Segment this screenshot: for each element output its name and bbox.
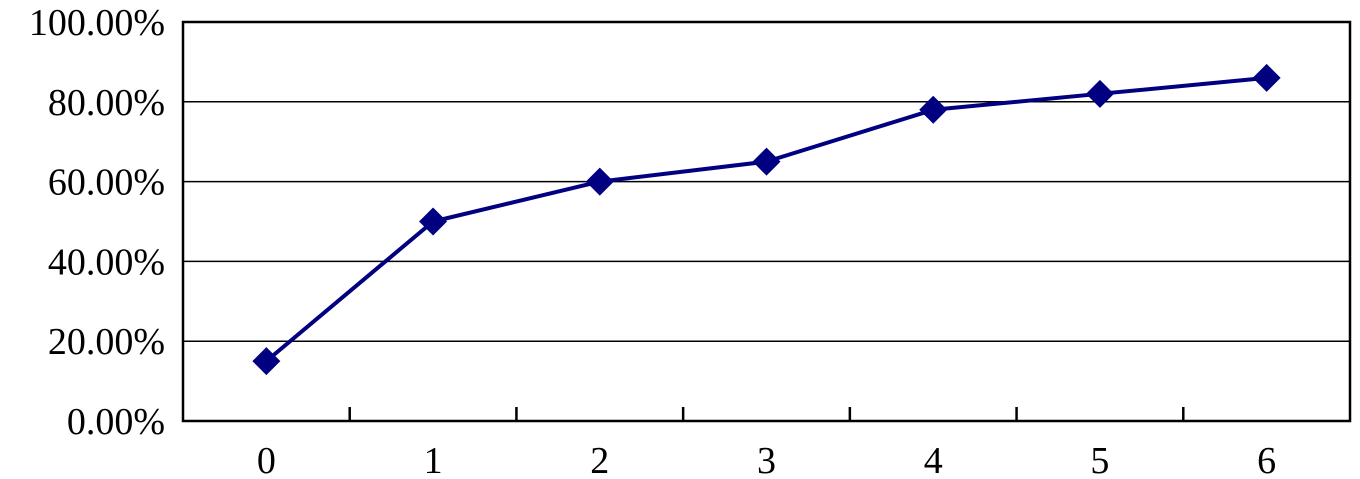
y-tick-label: 20.00% xyxy=(48,321,165,363)
x-tick-label: 3 xyxy=(757,440,776,479)
grid-lines xyxy=(183,101,1350,342)
data-point-marker xyxy=(1085,79,1114,108)
x-axis-tick-labels: 0 1 2 3 4 5 6 xyxy=(257,440,1276,479)
data-point-marker xyxy=(919,95,948,124)
series-markers xyxy=(252,63,1281,376)
data-point-marker xyxy=(752,147,781,176)
data-point-marker xyxy=(419,207,448,236)
x-tick-label: 4 xyxy=(924,440,943,479)
y-tick-label: 100.00% xyxy=(29,2,165,44)
x-tick-label: 1 xyxy=(424,440,443,479)
series-line xyxy=(265,75,1267,363)
x-tick-label: 2 xyxy=(590,440,609,479)
data-point-marker xyxy=(252,347,281,376)
y-tick-label: 40.00% xyxy=(48,241,165,283)
data-point-marker xyxy=(1252,63,1281,92)
plot-frame xyxy=(181,20,1352,423)
x-tick-label: 5 xyxy=(1090,440,1109,479)
y-tick-label: 80.00% xyxy=(48,82,165,124)
x-axis-ticks xyxy=(348,407,1185,421)
y-tick-label: 0.00% xyxy=(67,401,165,443)
data-point-marker xyxy=(585,167,614,196)
y-axis-tick-labels: 0.00% 20.00% 40.00% 60.00% 80.00% 100.00% xyxy=(29,2,165,443)
x-tick-label: 0 xyxy=(257,440,276,479)
y-tick-label: 60.00% xyxy=(48,162,165,204)
x-tick-label: 6 xyxy=(1257,440,1276,479)
series-line-0 xyxy=(265,75,1267,363)
